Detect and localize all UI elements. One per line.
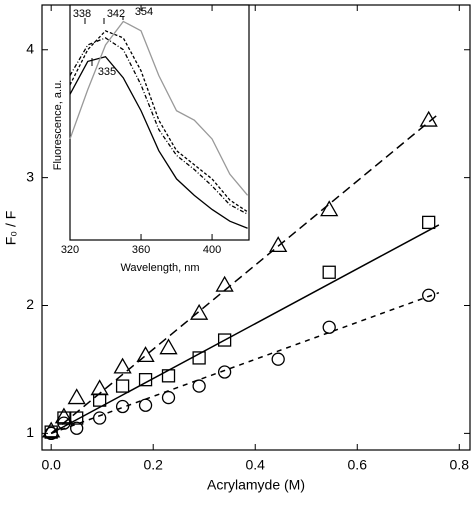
fit-line [50,292,440,435]
x-tick-label: 400 [203,244,221,256]
x-tick-label: 360 [132,244,150,256]
circle-marker [115,399,130,414]
y-tick-label: 2 [26,296,34,312]
circle-marker [44,426,58,441]
square-marker [57,411,71,425]
circle-marker [57,416,71,430]
y-tick-label: 4 [26,40,34,56]
x-axis-label: Acrylamyde (M) [207,477,305,493]
spectrum-line [69,37,248,215]
x-tick-label: 0.6 [348,457,368,473]
fit-line [50,224,440,435]
square-marker [115,379,130,393]
y-tick-label: 1 [26,424,34,440]
x-tick-label: 0.4 [246,457,266,473]
triangle-marker [269,236,288,253]
x-tick-label: 0.8 [450,457,470,473]
square-marker [422,215,436,230]
x-axis-label: Wavelength, nm [120,262,199,274]
x-tick-label: 0.2 [143,457,163,473]
triangle-marker [159,338,178,355]
peak-annotation: 342 [107,8,125,20]
circle-marker [271,352,285,366]
triangle-marker [320,200,339,217]
peak-annotation: 354 [135,6,153,18]
x-tick-label: 320 [61,244,79,256]
square-marker [217,333,232,347]
circle-marker [70,421,84,435]
triangle-marker [136,346,155,363]
spectrum-line [69,30,248,213]
triangle-marker [54,407,74,424]
circle-marker [422,288,436,302]
circle-marker [322,320,336,334]
square-marker [192,351,206,365]
square-marker [161,369,176,383]
circle-marker [161,390,176,405]
y-axis-label: Fluorescence, a.u. [52,80,64,171]
square-marker [138,373,153,387]
y-axis-label: F₀ / F [3,211,19,246]
peak-annotation: 335 [98,66,116,78]
triangle-marker [215,275,234,292]
square-marker [70,411,84,425]
peak-annotation: 338 [73,8,91,20]
spectrum-line [69,20,249,196]
square-marker [92,393,107,407]
triangle-marker [113,357,132,374]
circle-marker [192,379,206,393]
y-tick-label: 3 [26,168,34,184]
triangle-marker [419,110,438,127]
triangle-marker [67,388,86,405]
square-marker [322,265,336,279]
triangle-marker [190,303,209,320]
circle-marker [217,365,232,379]
circle-marker [92,411,107,425]
x-tick-label: 0.0 [41,457,61,473]
circle-marker [138,398,153,412]
